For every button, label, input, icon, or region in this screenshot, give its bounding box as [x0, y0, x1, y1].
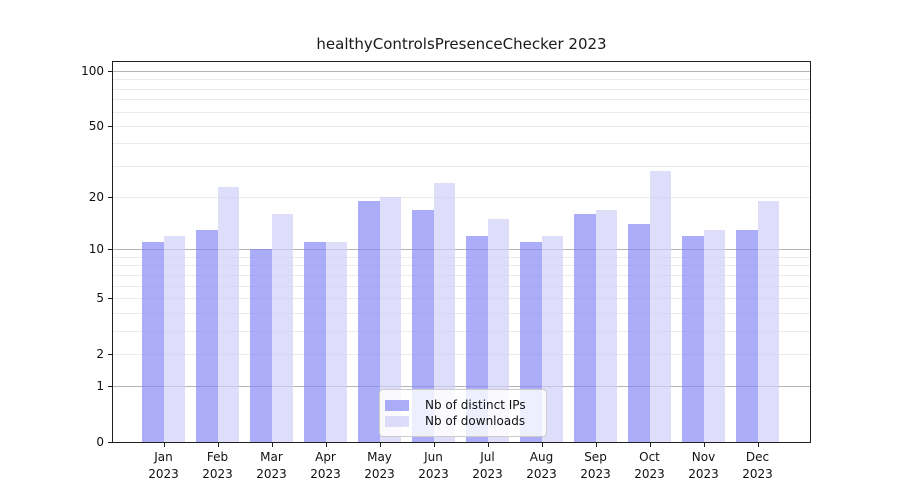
x-tick [217, 443, 219, 447]
x-tick [595, 443, 597, 447]
x-tick [703, 443, 705, 447]
bar-downloads [271, 214, 293, 442]
bar-distinct-ips [736, 229, 758, 442]
y-tick [108, 125, 112, 127]
legend-swatch-downloads [385, 415, 409, 427]
y-tick [108, 249, 112, 251]
y-tick [108, 353, 112, 355]
bar-downloads [703, 229, 725, 442]
legend-swatch-distinct-ips [385, 399, 409, 411]
x-tick [433, 443, 435, 447]
y-tick-label: 10 [88, 242, 104, 257]
bar-distinct-ips [142, 242, 164, 442]
bar-downloads [487, 219, 509, 442]
bar-downloads [379, 197, 401, 442]
gridline-minor [113, 88, 810, 90]
bar-downloads [541, 235, 563, 442]
chart-title: healthyControlsPresenceChecker 2023 [316, 35, 607, 53]
gridline-minor [113, 165, 810, 167]
x-tick [649, 443, 651, 447]
legend: Nb of distinct IPs Nb of downloads [379, 389, 547, 437]
y-tick-label: 0 [96, 435, 104, 449]
x-tick [325, 443, 327, 447]
bar-distinct-ips [250, 249, 272, 442]
bar-distinct-ips [304, 242, 326, 442]
x-tick-label: Oct 2023 [634, 450, 665, 481]
y-tick [108, 197, 112, 199]
y-tick-label: 5 [96, 290, 104, 305]
x-tick-label: Feb 2023 [202, 450, 233, 481]
gridline-minor [113, 312, 810, 314]
x-tick [163, 443, 165, 447]
gridline-minor [113, 197, 810, 199]
bar-downloads [649, 171, 671, 442]
x-tick [757, 443, 759, 447]
x-tick-label: Mar 2023 [256, 450, 287, 481]
gridline-minor [113, 79, 810, 81]
x-tick [379, 443, 381, 447]
plot-area [112, 61, 811, 443]
y-tick-label: 50 [88, 118, 104, 133]
y-tick [108, 71, 112, 73]
gridline-minor [113, 256, 810, 258]
x-tick-label: Jul 2023 [472, 450, 503, 481]
gridline-minor [113, 125, 810, 127]
bar-downloads [595, 209, 617, 442]
gridline-minor [113, 99, 810, 101]
y-tick-label: 1 [96, 379, 104, 394]
bar-downloads [757, 201, 779, 442]
bar-downloads [217, 186, 239, 442]
gridline-major [113, 386, 810, 388]
gridline-minor [113, 111, 810, 113]
gridline-minor [113, 330, 810, 332]
x-tick [271, 443, 273, 447]
x-tick-label: Nov 2023 [688, 450, 719, 481]
gridline-major [113, 71, 810, 73]
x-tick-label: Jun 2023 [418, 450, 449, 481]
bar-distinct-ips [358, 201, 380, 442]
y-tick-label: 100 [81, 64, 104, 79]
gridline-minor [113, 297, 810, 299]
y-tick [108, 442, 112, 443]
bar-downloads [433, 183, 455, 442]
y-tick [108, 297, 112, 299]
x-tick-label: May 2023 [364, 450, 395, 481]
bar-distinct-ips [196, 229, 218, 442]
legend-item-distinct-ips: Nb of distinct IPs [385, 397, 538, 413]
gridline-minor [113, 285, 810, 287]
x-tick-label: Apr 2023 [310, 450, 341, 481]
gridline-minor [113, 353, 810, 355]
legend-item-downloads: Nb of downloads [385, 413, 538, 429]
bar-downloads [325, 242, 347, 442]
bar-distinct-ips [682, 235, 704, 442]
bar-distinct-ips [628, 224, 650, 442]
x-tick [487, 443, 489, 447]
gridline-minor [113, 143, 810, 145]
y-tick-label: 20 [88, 190, 104, 205]
gridline-major [113, 249, 810, 251]
gridline-minor [113, 265, 810, 267]
bar-downloads [163, 235, 185, 442]
x-tick-label: Sep 2023 [580, 450, 611, 481]
legend-label-distinct-ips: Nb of distinct IPs [425, 398, 526, 412]
x-tick-label: Aug 2023 [526, 450, 557, 481]
gridline-minor [113, 274, 810, 276]
x-tick [541, 443, 543, 447]
y-tick [108, 386, 112, 388]
bar-distinct-ips [574, 214, 596, 442]
legend-label-downloads: Nb of downloads [425, 414, 526, 428]
y-tick-label: 2 [96, 346, 104, 361]
bar-distinct-ips [412, 209, 434, 442]
x-tick-label: Jan 2023 [148, 450, 179, 481]
x-tick-label: Dec 2023 [742, 450, 773, 481]
